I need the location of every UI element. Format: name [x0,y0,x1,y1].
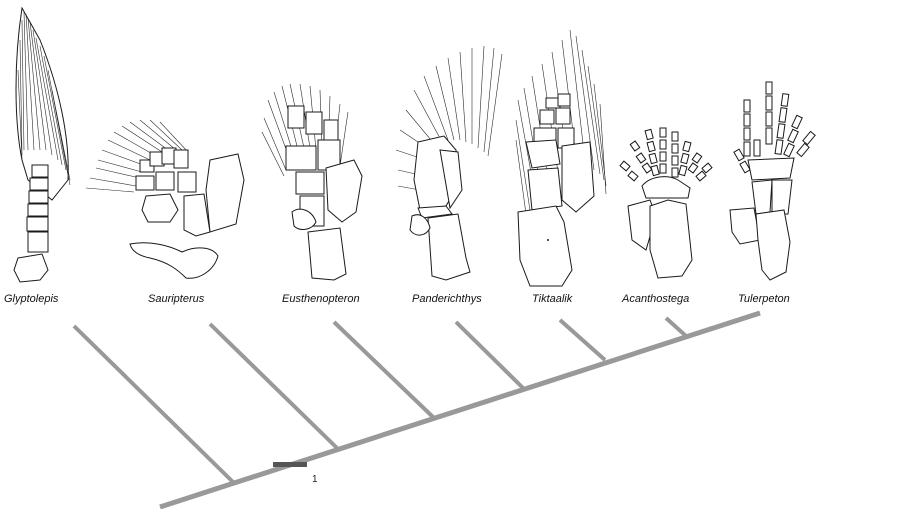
taxon-label: Glyptolepis [4,293,59,305]
panderichthys-fin-drawing [395,45,503,281]
eusthenopteron-fin-drawing [261,83,363,281]
acanthostega-limb-drawing [619,127,713,279]
tree-trunk [159,310,761,509]
glyptolepis-fin-drawing [13,6,71,283]
taxon-label: Tiktaalik [532,293,573,305]
tree-branch [558,318,607,362]
scale-bar-label: 1 [312,474,318,485]
tree-branch [208,322,340,451]
taxon-label: Sauripterus [148,293,205,305]
sauripterus-fin-drawing [85,119,245,279]
taxon-label: Panderichthys [412,293,482,305]
taxon-label: Acanthostega [621,293,689,305]
tree-branch [332,320,436,420]
tulerpeton-limb-drawing [729,81,816,281]
taxon-label: Tulerpeton [738,293,790,305]
taxon-label: Eusthenopteron [282,293,360,305]
phylogenetic-tree [72,310,761,509]
tree-branch [72,324,236,485]
scale-bar [273,462,307,467]
tiktaalik-fin-drawing [515,29,607,287]
tree-branch [454,320,526,391]
tree-branch [664,316,688,338]
